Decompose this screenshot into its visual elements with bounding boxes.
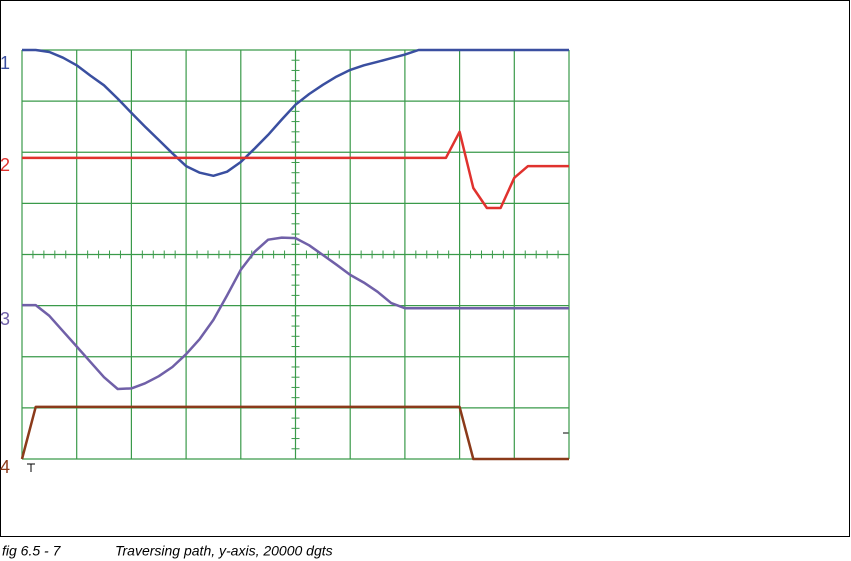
- trigger-mark: [27, 432, 569, 472]
- trace: [22, 48, 569, 178]
- caption: Traversing path, y-axis, 20000 dgts: [115, 543, 333, 559]
- trace: [20, 405, 569, 461]
- channel-label: 4: [0, 457, 10, 477]
- trace: [22, 236, 569, 391]
- channel-label: 1: [0, 53, 10, 73]
- channel-label: 3: [0, 309, 10, 329]
- frame: [0, 0, 850, 537]
- trace: [22, 130, 569, 210]
- channel-label: 2: [0, 155, 10, 175]
- caption-label: fig 6.5 - 7: [2, 543, 62, 559]
